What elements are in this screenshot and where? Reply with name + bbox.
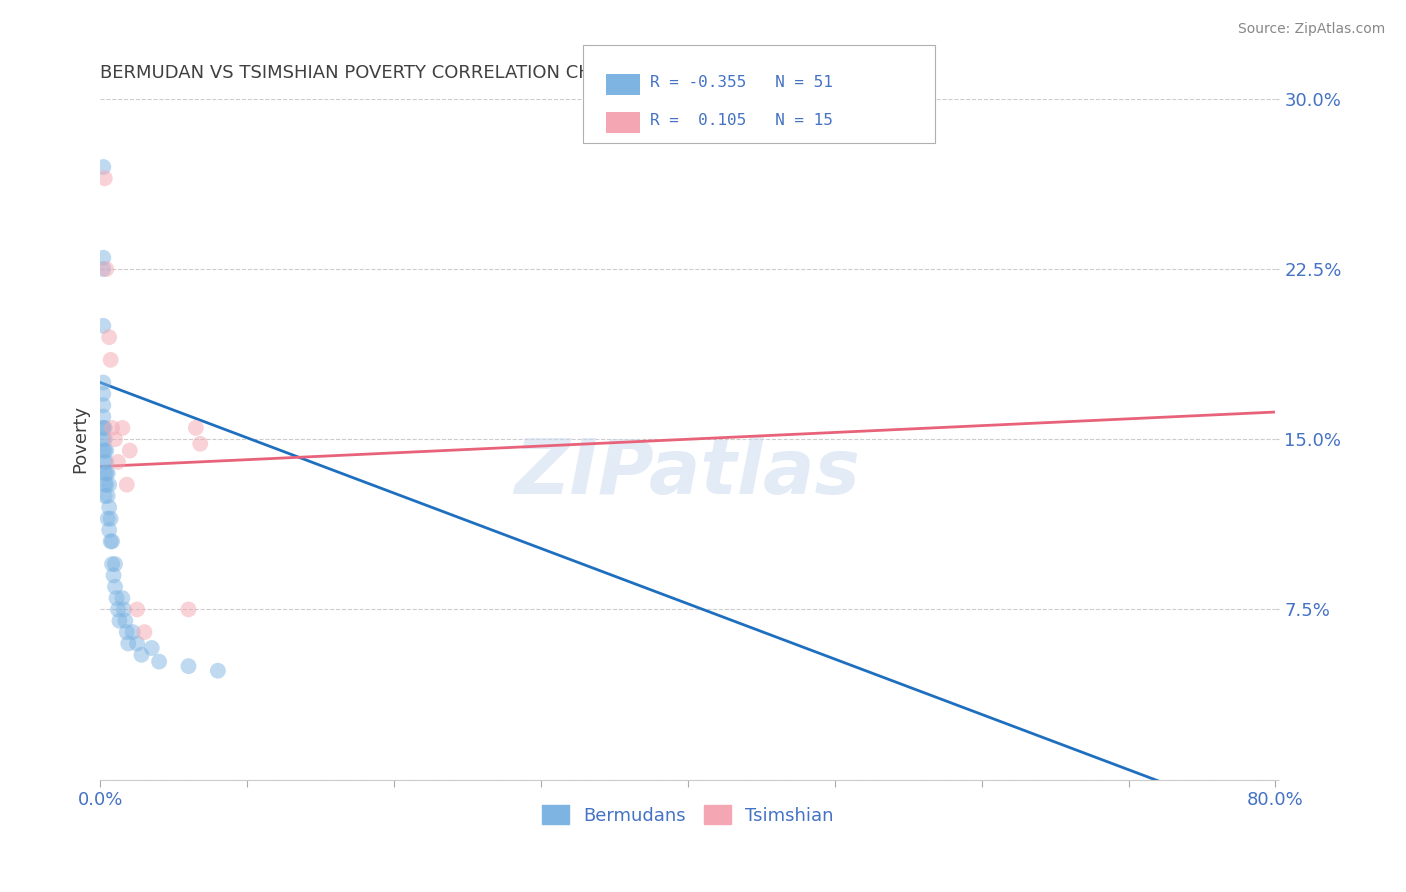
Point bbox=[91, 251, 114, 265]
Point bbox=[94, 467, 117, 481]
Point bbox=[104, 580, 127, 594]
Point bbox=[107, 602, 129, 616]
Point bbox=[118, 443, 141, 458]
Point bbox=[111, 421, 134, 435]
Point bbox=[91, 421, 114, 435]
Point bbox=[188, 437, 211, 451]
Point bbox=[115, 477, 138, 491]
Point bbox=[94, 455, 117, 469]
Point bbox=[94, 477, 117, 491]
Text: R = -0.355   N = 51: R = -0.355 N = 51 bbox=[650, 76, 832, 90]
Point bbox=[100, 511, 122, 525]
Point bbox=[96, 477, 118, 491]
Point bbox=[114, 614, 136, 628]
Point bbox=[96, 262, 118, 277]
Point bbox=[91, 409, 114, 424]
Point bbox=[112, 602, 135, 616]
Point bbox=[177, 602, 200, 616]
Point bbox=[91, 262, 114, 277]
Point bbox=[91, 376, 114, 390]
Point bbox=[134, 625, 156, 640]
Point bbox=[94, 171, 117, 186]
Legend: Bermudans, Tsimshian: Bermudans, Tsimshian bbox=[534, 798, 841, 832]
Point bbox=[125, 636, 148, 650]
Point bbox=[94, 489, 117, 503]
Point bbox=[96, 467, 118, 481]
Point bbox=[131, 648, 153, 662]
Point bbox=[96, 443, 118, 458]
Point bbox=[97, 467, 120, 481]
Point bbox=[91, 421, 114, 435]
Point bbox=[96, 455, 118, 469]
Point bbox=[108, 614, 131, 628]
Point bbox=[91, 387, 114, 401]
Point bbox=[148, 655, 170, 669]
Point bbox=[103, 568, 125, 582]
Point bbox=[91, 432, 114, 446]
Text: R =  0.105   N = 15: R = 0.105 N = 15 bbox=[650, 113, 832, 128]
Point bbox=[105, 591, 128, 606]
Text: Source: ZipAtlas.com: Source: ZipAtlas.com bbox=[1237, 22, 1385, 37]
Point bbox=[104, 557, 127, 571]
Point bbox=[98, 523, 121, 537]
Point bbox=[104, 432, 127, 446]
Point bbox=[91, 398, 114, 412]
Point bbox=[100, 352, 122, 367]
Point bbox=[98, 500, 121, 515]
Point bbox=[98, 330, 121, 344]
Text: BERMUDAN VS TSIMSHIAN POVERTY CORRELATION CHART: BERMUDAN VS TSIMSHIAN POVERTY CORRELATIO… bbox=[100, 64, 627, 82]
Point bbox=[207, 664, 229, 678]
Point bbox=[97, 489, 120, 503]
Point bbox=[141, 640, 163, 655]
Point bbox=[91, 443, 114, 458]
Point bbox=[100, 534, 122, 549]
Point bbox=[97, 511, 120, 525]
Point bbox=[107, 455, 129, 469]
Point bbox=[91, 160, 114, 174]
Text: ZIPatlas: ZIPatlas bbox=[515, 436, 860, 510]
Y-axis label: Poverty: Poverty bbox=[72, 405, 89, 474]
Point bbox=[121, 625, 143, 640]
Point bbox=[94, 443, 117, 458]
Point bbox=[101, 557, 124, 571]
Point bbox=[177, 659, 200, 673]
Point bbox=[91, 318, 114, 333]
Point bbox=[117, 636, 139, 650]
Point bbox=[125, 602, 148, 616]
Point bbox=[101, 421, 124, 435]
Point bbox=[184, 421, 207, 435]
Point bbox=[115, 625, 138, 640]
Point bbox=[111, 591, 134, 606]
Point bbox=[94, 421, 117, 435]
Point bbox=[98, 477, 121, 491]
Point bbox=[101, 534, 124, 549]
Point bbox=[94, 432, 117, 446]
